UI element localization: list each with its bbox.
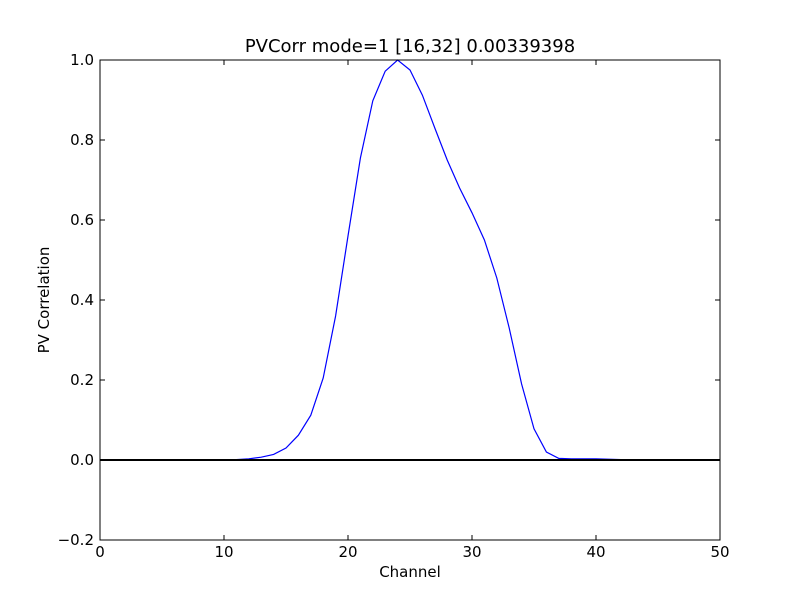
y-tick-label: 0.4: [70, 291, 94, 309]
y-axis-label: PV Correlation: [35, 247, 53, 354]
y-tick-label: 0.8: [70, 131, 94, 149]
x-tick-label: 20: [338, 543, 357, 561]
x-axis-label: Channel: [379, 563, 441, 581]
chart-title: PVCorr mode=1 [16,32] 0.00339398: [245, 36, 575, 57]
plot-area: 0 10 20 30 40 50 −0.2 0.0 0.2 0.4 0.6 0.8 1.0: [58, 51, 730, 561]
y-tick-label: 0.6: [70, 211, 94, 229]
x-tick-label: 30: [462, 543, 481, 561]
x-tick-label: 0: [95, 543, 105, 561]
y-tick-label: 0.0: [70, 451, 94, 469]
y-tick-label: −0.2: [58, 531, 94, 549]
y-tick-label: 0.2: [70, 371, 94, 389]
y-tick-label: 1.0: [70, 51, 94, 69]
x-tick-label: 40: [586, 543, 605, 561]
x-tick-label: 10: [214, 543, 233, 561]
x-tick-label: 50: [710, 543, 729, 561]
